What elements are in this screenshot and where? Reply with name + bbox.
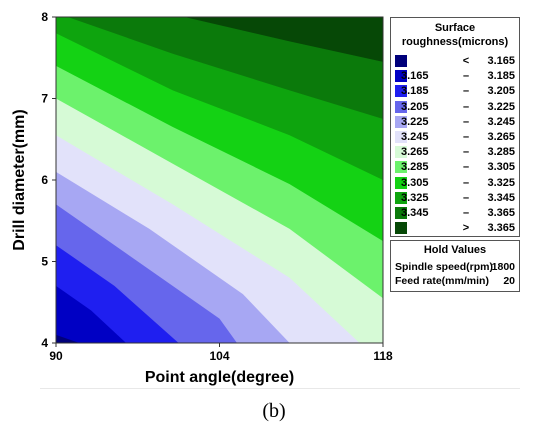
legend-high-value: 3.305 [487, 161, 515, 174]
legend-entry: 3.265 – 3.285 [391, 145, 519, 160]
legend-entry: 3.205 – 3.225 [391, 100, 519, 115]
legend-operator: – [462, 161, 470, 174]
legend-high-value: 3.165 [487, 55, 515, 67]
legend-low-value: 3.165 [401, 70, 429, 83]
legend-operator: – [462, 85, 470, 98]
hold-label: Feed rate(mm/min) [395, 275, 489, 287]
legend-low-value: 3.245 [401, 131, 429, 143]
contour-band-2 [56, 285, 383, 343]
legend-high-value: 3.225 [487, 100, 515, 113]
x-tick-label: 104 [209, 349, 229, 363]
legend-swatch [395, 207, 407, 219]
y-axis-label: Drill diameter(mm) [11, 109, 28, 250]
hold-values-box: Hold Values Spindle speed(rpm) 1800 Feed… [390, 240, 520, 292]
legend-high-value: 3.205 [487, 85, 515, 98]
legend-high-value: 3.365 [487, 207, 515, 219]
legend-swatch [395, 55, 407, 67]
legend-operator: – [462, 176, 470, 189]
hold-value: 20 [503, 275, 515, 287]
legend-swatch [395, 191, 407, 204]
figure-caption: (b) [262, 400, 286, 422]
hold-value: 1800 [491, 261, 515, 273]
legend-operator: – [462, 207, 470, 219]
y-tick-label: 4 [41, 336, 48, 350]
legend-title-line-2: roughness(microns) [401, 36, 509, 48]
y-tick-label: 8 [41, 10, 48, 24]
legend-low-value: 3.225 [401, 115, 429, 128]
legend-swatch [395, 115, 407, 128]
legend-entry: 3.325 – 3.345 [391, 191, 519, 206]
hold-values-title: Hold Values [423, 244, 487, 256]
plot-area [56, 17, 383, 343]
legend-operator: – [462, 70, 470, 83]
legend-entry: 3.225 – 3.245 [391, 115, 519, 130]
legend-operator: – [462, 146, 470, 159]
legend-high-value: 3.265 [487, 131, 515, 143]
legend-swatch [395, 70, 407, 83]
legend-operator: – [462, 100, 470, 113]
legend-swatch [395, 131, 407, 143]
legend-operator: – [462, 191, 470, 204]
legend-low-value: 3.345 [401, 207, 429, 219]
legend-swatch [395, 222, 407, 235]
legend-entry: 3.305 – 3.325 [391, 176, 519, 191]
legend-title-line-1: Surface [434, 22, 476, 34]
legend-operator: > [462, 222, 470, 235]
legend-low-value: 3.285 [401, 161, 429, 174]
legend-low-value: 3.305 [401, 176, 429, 189]
legend-swatch [395, 161, 407, 174]
legend-high-value: 3.245 [487, 115, 515, 128]
legend-entry: 3.345 – 3.365 [391, 206, 519, 221]
y-tick-label: 7 [41, 92, 48, 106]
separator-line [40, 388, 520, 389]
legend-high-value: 3.325 [487, 176, 515, 189]
x-tick-label: 90 [49, 349, 63, 363]
x-tick-label: 118 [373, 349, 393, 363]
legend-low-value: 3.205 [401, 100, 429, 113]
legend-entry: 3.285 – 3.305 [391, 160, 519, 175]
contour-band-3 [56, 245, 383, 343]
hold-label: Spindle speed(rpm) [395, 261, 494, 273]
legend: Surface roughness(microns) <3.165 3.165–3… [390, 17, 520, 237]
legend-operator: – [462, 115, 470, 128]
legend-entry: 3.245 – 3.265 [391, 130, 519, 145]
x-axis-label: Point angle(degree) [145, 369, 294, 386]
legend-entry: 3.185 – 3.205 [391, 84, 519, 99]
legend-high-value: 3.185 [487, 70, 515, 83]
legend-entry: 3.165 – 3.185 [391, 69, 519, 84]
legend-low-value: 3.185 [401, 85, 429, 98]
legend-high-value: 3.365 [487, 222, 515, 235]
legend-low-value: 3.265 [401, 146, 429, 159]
legend-swatch [395, 146, 407, 159]
legend-high-value: 3.285 [487, 146, 515, 159]
y-tick-label: 5 [41, 255, 48, 269]
axes: 90 104 118 4 5 6 7 8 Point angle(degree) Drill di… [11, 10, 393, 386]
legend-swatch [395, 176, 407, 189]
legend-swatch [395, 100, 407, 113]
y-tick-label: 6 [41, 173, 48, 187]
legend-high-value: 3.345 [487, 191, 515, 204]
legend-entry: >3.365 [391, 221, 519, 236]
legend-operator: – [462, 131, 470, 143]
legend-low-value: 3.325 [401, 191, 429, 204]
legend-swatch [395, 85, 407, 98]
legend-operator: < [462, 55, 470, 67]
legend-entry: <3.165 [391, 54, 519, 69]
